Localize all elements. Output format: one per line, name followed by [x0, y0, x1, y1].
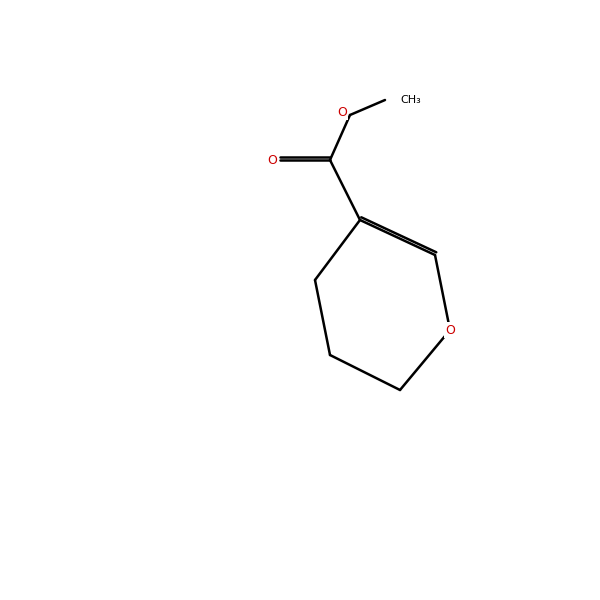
Text: O: O [445, 323, 455, 337]
Text: CH₃: CH₃ [400, 95, 421, 105]
Text: O: O [337, 106, 347, 118]
Text: O: O [267, 154, 277, 166]
